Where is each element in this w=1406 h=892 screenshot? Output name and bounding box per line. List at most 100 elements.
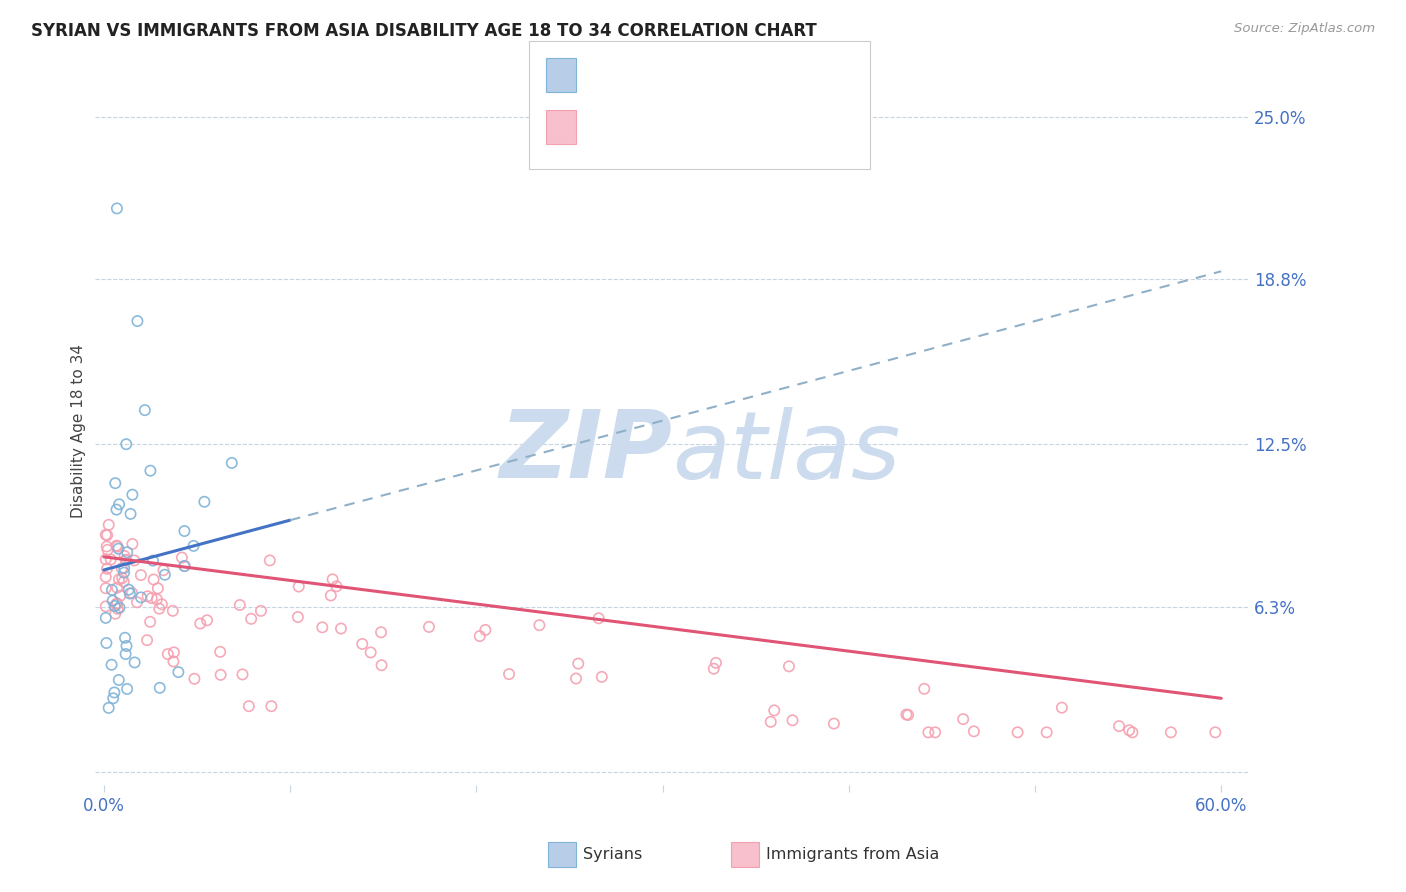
Point xyxy=(591,670,613,684)
Point xyxy=(240,612,263,626)
Point xyxy=(94,528,117,542)
Point xyxy=(319,589,342,603)
Point xyxy=(322,573,344,587)
Point xyxy=(823,716,845,731)
Point xyxy=(121,537,143,551)
Point xyxy=(105,202,128,216)
Point xyxy=(782,714,804,728)
Point xyxy=(96,540,118,554)
Point xyxy=(115,681,138,696)
Point xyxy=(912,681,935,696)
Point xyxy=(118,582,141,597)
Point xyxy=(134,403,156,417)
Point xyxy=(260,699,283,714)
Point xyxy=(94,552,117,566)
Point xyxy=(778,659,800,673)
Point xyxy=(97,517,120,532)
Point xyxy=(107,602,129,616)
Text: ZIP: ZIP xyxy=(499,407,672,499)
Text: N =: N = xyxy=(731,70,768,87)
Point xyxy=(94,611,117,625)
Point xyxy=(238,699,260,714)
Point xyxy=(195,613,218,627)
Point xyxy=(259,553,281,567)
Point xyxy=(129,591,152,605)
Text: Syrians: Syrians xyxy=(583,847,643,862)
Point xyxy=(142,573,165,587)
Point xyxy=(112,574,135,589)
Point xyxy=(153,567,176,582)
Point xyxy=(96,636,118,650)
Point xyxy=(112,566,135,580)
Point xyxy=(352,637,374,651)
Point xyxy=(108,600,131,615)
Point xyxy=(105,596,128,610)
Point xyxy=(105,597,128,611)
Point xyxy=(107,540,129,554)
Point xyxy=(108,497,131,511)
Point xyxy=(325,579,347,593)
Point xyxy=(1050,700,1073,714)
Point xyxy=(963,724,986,739)
Point xyxy=(124,553,146,567)
Point xyxy=(229,598,252,612)
Point xyxy=(188,616,211,631)
Point xyxy=(105,539,128,553)
Point xyxy=(498,667,520,681)
Point xyxy=(94,599,117,614)
Point xyxy=(173,524,195,538)
Point xyxy=(704,656,727,670)
Point xyxy=(114,553,136,567)
Point xyxy=(183,672,205,686)
Point xyxy=(121,586,143,600)
Text: SYRIAN VS IMMIGRANTS FROM ASIA DISABILITY AGE 18 TO 34 CORRELATION CHART: SYRIAN VS IMMIGRANTS FROM ASIA DISABILIT… xyxy=(31,22,817,40)
Point xyxy=(107,541,129,556)
Point xyxy=(96,542,118,557)
Text: Source: ZipAtlas.com: Source: ZipAtlas.com xyxy=(1234,22,1375,36)
Point xyxy=(418,620,440,634)
Point xyxy=(146,582,169,596)
Point xyxy=(115,437,138,451)
Point xyxy=(127,314,149,328)
Point xyxy=(588,611,610,625)
Point xyxy=(1204,725,1226,739)
Point xyxy=(136,633,159,648)
Point xyxy=(97,701,120,715)
Point xyxy=(100,552,122,566)
Point xyxy=(110,589,132,603)
Point xyxy=(100,657,122,672)
Text: 0.137: 0.137 xyxy=(661,70,713,87)
Point xyxy=(1035,725,1057,739)
Point xyxy=(105,581,128,595)
Point xyxy=(468,629,491,643)
Text: atlas: atlas xyxy=(672,407,900,498)
Point xyxy=(163,645,186,659)
Point xyxy=(567,657,589,671)
Point xyxy=(136,590,159,604)
Point xyxy=(209,668,232,682)
Point xyxy=(115,639,138,653)
Point xyxy=(162,655,184,669)
Point xyxy=(370,625,392,640)
Point xyxy=(917,725,939,739)
Point xyxy=(209,645,232,659)
Point xyxy=(759,714,782,729)
Text: N =: N = xyxy=(731,121,768,139)
Point xyxy=(114,647,136,661)
Point xyxy=(150,597,173,611)
Point xyxy=(330,622,353,636)
Point xyxy=(104,607,127,621)
Y-axis label: Disability Age 18 to 34: Disability Age 18 to 34 xyxy=(72,344,86,518)
Point xyxy=(120,507,142,521)
Point xyxy=(167,665,190,679)
Text: 101: 101 xyxy=(799,121,834,139)
Point xyxy=(231,667,253,681)
Point xyxy=(360,645,382,659)
Point xyxy=(146,592,169,607)
Point xyxy=(193,495,215,509)
Point xyxy=(94,570,117,584)
Point xyxy=(287,580,309,594)
Text: Immigrants from Asia: Immigrants from Asia xyxy=(766,847,939,862)
Point xyxy=(103,685,125,699)
Point xyxy=(1160,725,1182,739)
